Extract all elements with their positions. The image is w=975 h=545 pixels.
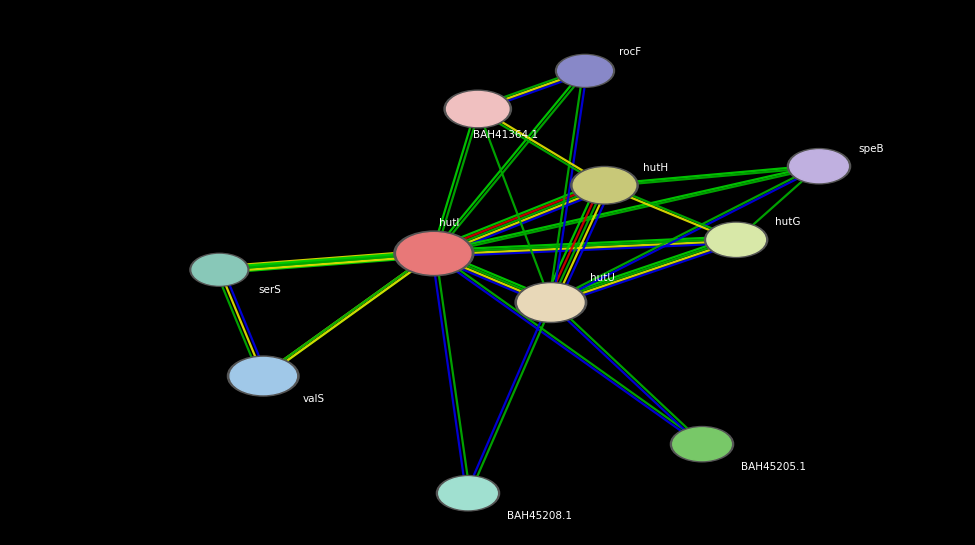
Circle shape <box>192 255 247 285</box>
Text: serS: serS <box>258 286 281 295</box>
Text: hutI: hutI <box>439 219 459 228</box>
Text: speB: speB <box>858 144 883 154</box>
Circle shape <box>230 358 296 395</box>
Circle shape <box>788 149 850 184</box>
Text: hutG: hutG <box>775 217 800 227</box>
Circle shape <box>705 222 767 257</box>
Circle shape <box>515 282 587 323</box>
Circle shape <box>227 356 299 396</box>
Circle shape <box>397 233 471 274</box>
Circle shape <box>556 54 614 87</box>
Circle shape <box>447 92 509 126</box>
Circle shape <box>444 90 512 128</box>
Circle shape <box>394 231 474 276</box>
Circle shape <box>673 428 731 461</box>
Text: valS: valS <box>302 394 325 404</box>
Text: BAH45208.1: BAH45208.1 <box>507 511 572 521</box>
Text: hutU: hutU <box>590 273 615 283</box>
Text: rocF: rocF <box>619 47 642 57</box>
Circle shape <box>437 476 499 511</box>
Circle shape <box>518 284 584 321</box>
Circle shape <box>790 150 848 183</box>
Circle shape <box>671 427 733 462</box>
Circle shape <box>558 56 612 86</box>
Circle shape <box>573 168 636 203</box>
Circle shape <box>190 253 249 286</box>
Circle shape <box>439 477 497 510</box>
Text: BAH45205.1: BAH45205.1 <box>741 462 806 472</box>
Text: BAH41364.1: BAH41364.1 <box>473 130 538 140</box>
Circle shape <box>570 166 639 204</box>
Circle shape <box>707 223 765 256</box>
Text: hutH: hutH <box>644 163 669 173</box>
